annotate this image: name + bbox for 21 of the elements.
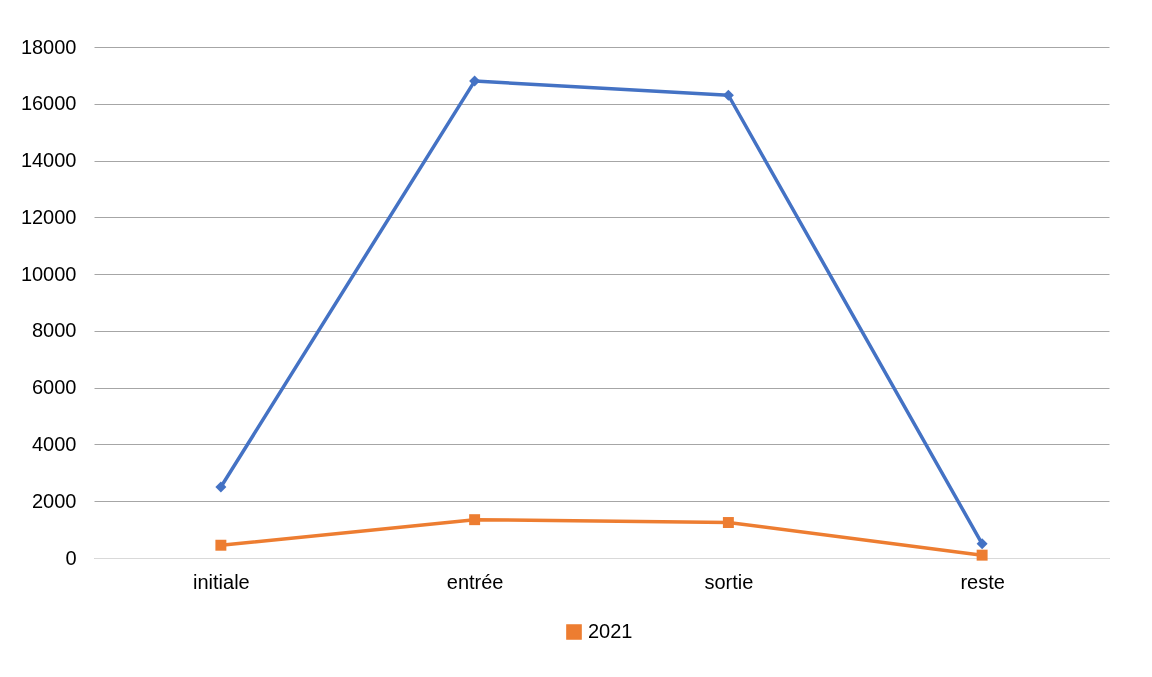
y-tick-label: 0 bbox=[65, 546, 77, 569]
point bbox=[976, 549, 988, 561]
point bbox=[722, 517, 734, 528]
y-tick-label: 14000 bbox=[20, 149, 77, 172]
y-tick-label: 12000 bbox=[20, 205, 77, 228]
point bbox=[976, 538, 988, 550]
y-tick-label: 4000 bbox=[32, 432, 77, 455]
y-tick-label: 18000 bbox=[20, 35, 77, 58]
legend-label: 2021 bbox=[588, 620, 633, 642]
x-tick-label: reste bbox=[960, 570, 1005, 593]
y-tick-label: 2000 bbox=[32, 489, 77, 512]
x-tick-label: initiale bbox=[193, 570, 250, 593]
point bbox=[215, 539, 227, 551]
x-tick-label: entrée bbox=[446, 570, 504, 593]
y-tick-label: 6000 bbox=[32, 376, 77, 399]
point bbox=[469, 514, 481, 526]
y-tick-label: 10000 bbox=[20, 262, 77, 285]
x-tick-label: sortie bbox=[704, 570, 754, 593]
y-tick-label: 8000 bbox=[32, 319, 77, 342]
point bbox=[215, 481, 227, 493]
y-tick-label: 16000 bbox=[20, 92, 77, 115]
